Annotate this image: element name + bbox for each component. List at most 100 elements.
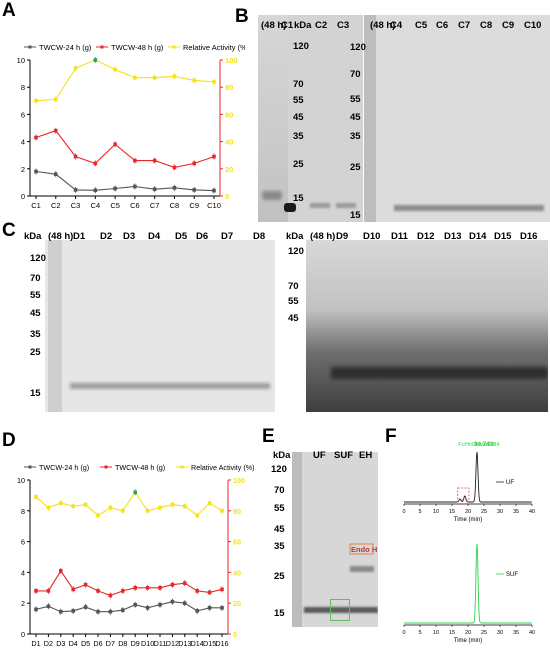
marker-label: 15 [350,210,361,221]
data-point [170,502,175,507]
gel-b-lane-label: kDa [294,20,312,31]
panel-label-b: B [235,6,249,27]
marker-lane [48,240,62,412]
x-tick-label: 20 [465,509,471,515]
data-point [192,188,197,192]
y-tick-label-left: 2 [21,599,25,608]
gel-c-lane-label: D15 [494,231,512,242]
protein-band [262,191,282,200]
data-point [108,609,113,614]
x-tick-label: 5 [418,509,421,515]
gel-c-lane-label: D8 [253,231,265,242]
panel-label-a: A [2,0,16,21]
data-point [73,66,78,70]
legend-marker [104,465,108,469]
marker-label: 55 [288,296,299,307]
gel-c-lane-label: D1 [73,231,86,242]
marker-label: 55 [274,503,285,514]
x-tick-label: D15 [203,639,216,648]
gel-c-kda: kDa [24,231,42,242]
data-point [212,79,216,84]
marker-label: 120 [350,42,366,53]
x-tick-label: 30 [497,630,503,636]
data-point [158,505,162,510]
panel-label-e: E [262,426,275,447]
x-tick-label: 25 [481,630,487,636]
y-tick-label-left: 8 [21,83,25,92]
data-point [93,58,98,62]
data-point [170,599,175,604]
legend-marker [28,45,32,49]
y-tick-label-right: 20 [233,599,241,608]
x-tick-label: 10 [433,630,439,636]
legend-label: UF [506,480,514,486]
gel-e [292,452,378,627]
x-tick-label: 40 [529,509,535,515]
x-tick-label: 35 [513,509,519,515]
y-tick-label-left: 6 [21,538,25,547]
data-point [183,601,187,605]
series-line [35,170,215,192]
data-point [34,169,38,174]
y-tick-label-right: 100 [233,476,245,485]
gel-c-kda-right: kDa [286,231,304,242]
marker-label: 45 [293,112,304,123]
data-point [53,172,58,177]
data-point [113,67,117,72]
x-tick-label: D2 [44,639,53,648]
legend-label: Relative Activity (%) [183,43,245,52]
data-point [145,586,150,590]
data-point [133,602,137,607]
data-point [158,602,162,607]
marker-lane [292,452,302,627]
gel-b-lane-label: C3 [337,20,349,31]
y-tick-label-right: 0 [225,192,229,201]
y-tick-label-left: 10 [17,476,25,485]
gel-b-lane-label: C6 [436,20,448,31]
peak-box [457,487,470,501]
data-point [113,186,117,191]
data-point [59,609,63,614]
marker-label: 15 [274,608,285,619]
data-point [59,501,63,505]
x-tick-label: C4 [91,201,101,210]
data-point [152,187,157,191]
series-line [36,569,223,597]
protein-band [310,203,330,208]
gel-b-lane-label: C10 [524,20,541,31]
gel-c-lane-label: D13 [444,231,461,242]
marker-label: 45 [274,524,285,535]
y-tick-label-left: 4 [21,138,25,147]
data-point [207,590,212,595]
data-point [34,99,38,103]
data-point [220,587,224,592]
gel-b-lane-label: C7 [458,20,470,31]
x-tick-label: D13 [178,639,191,648]
marker-label: 25 [350,162,361,173]
data-point [71,504,75,508]
x-tick-label: D1 [31,639,40,648]
data-point [172,165,177,170]
marker-label: 45 [350,112,361,123]
x-tick-label: D6 [93,639,102,648]
y-tick-label-left: 0 [21,192,25,201]
marker-label: 120 [288,246,304,257]
protein-band [70,383,270,389]
data-point [96,589,100,593]
protein-band [394,205,544,211]
legend-marker [172,45,176,49]
gel-b-lane-label: C8 [480,20,492,31]
gel-c-lane-label: D14 [469,231,487,242]
gel-b-right-header: (48 h) [370,20,395,31]
marker-label: 55 [350,94,361,105]
marker-label: 120 [271,464,287,475]
data-point [46,589,51,593]
y-tick-label-right: 20 [225,165,233,174]
data-point [34,135,38,140]
gel-c-labels: kDa (48 h) D1 D2 D3 D4 D5 D6 D7 D8 120 7… [24,231,537,399]
data-point [195,589,199,593]
marker-label: 45 [288,313,299,324]
data-point [71,609,75,613]
data-point [195,609,199,613]
y-tick-label-right: 80 [225,83,233,92]
